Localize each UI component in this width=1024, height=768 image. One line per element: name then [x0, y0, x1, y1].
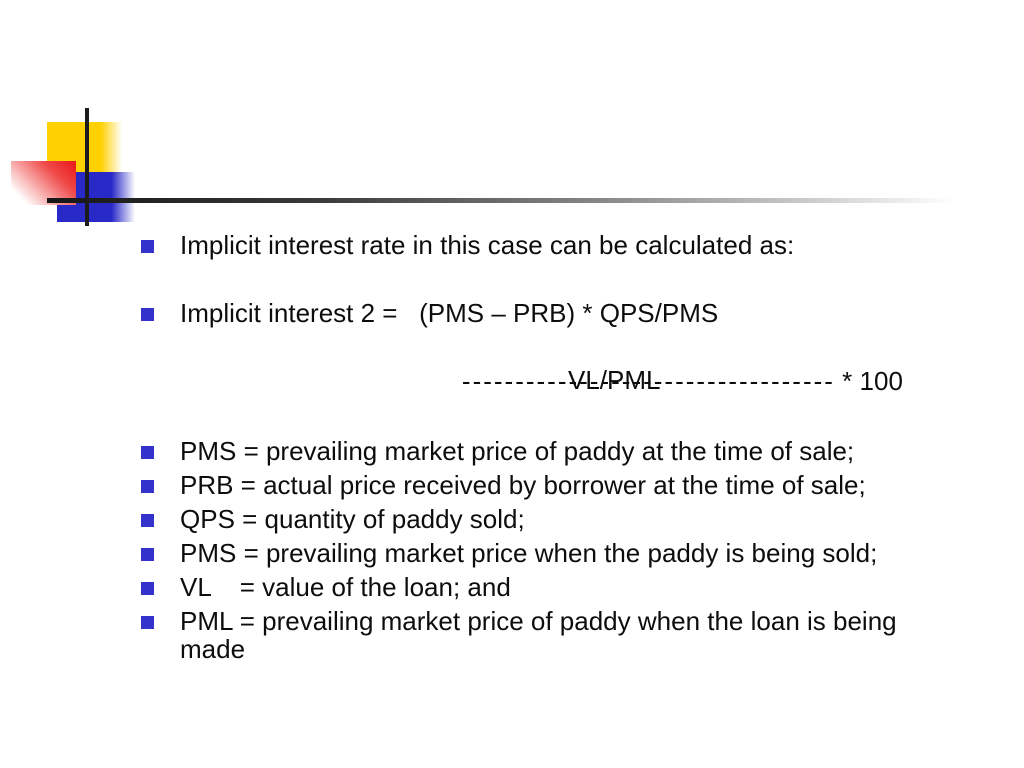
definition-row: PRB = actual price received by borrower …	[141, 468, 1001, 502]
red-square-decoration	[11, 161, 76, 205]
bullet-square-icon	[141, 446, 154, 459]
bullet-square-icon	[141, 308, 154, 321]
formula-times-100: * 100	[834, 366, 903, 396]
bullet-square-icon	[141, 548, 154, 561]
definition-row: PMS = prevailing market price when the p…	[141, 536, 1001, 570]
bullet-square-icon	[141, 616, 154, 629]
bullet-square-icon	[141, 480, 154, 493]
definition-row: QPS = quantity of paddy sold;	[141, 502, 1001, 536]
definition-row-continuation: made	[141, 632, 1001, 666]
formula-fraction-bar: -----------------------------------	[461, 366, 835, 396]
vertical-line-decoration	[85, 108, 89, 226]
bullet-square-icon	[141, 582, 154, 595]
formula-line2: ----------------------------------- * 10…	[433, 330, 903, 432]
formula-denominator: VL/PML	[568, 365, 661, 395]
definition-text: PML = prevailing market price of paddy w…	[180, 606, 897, 636]
formula-bullet-row: Implicit interest 2 = (PMS – PRB) * QPS/…	[141, 296, 1001, 330]
intro-bullet-row: Implicit interest rate in this case can …	[141, 228, 1001, 262]
definition-text: PMS = prevailing market price of paddy a…	[180, 436, 855, 466]
definition-row: PML = prevailing market price of paddy w…	[141, 604, 1001, 638]
bullet-square-icon	[141, 240, 154, 253]
definition-text: PRB = actual price received by borrower …	[180, 470, 866, 500]
definition-text: VL = value of the loan; and	[180, 572, 511, 602]
intro-text: Implicit interest rate in this case can …	[180, 230, 795, 260]
definition-text: QPS = quantity of paddy sold;	[180, 504, 525, 534]
horizontal-rule-decoration	[47, 198, 955, 203]
formula-line1-text: Implicit interest 2 = (PMS – PRB) * QPS/…	[180, 298, 719, 328]
definition-text-wrapped: made	[180, 634, 246, 664]
definition-text: PMS = prevailing market price when the p…	[180, 538, 878, 568]
definition-row: PMS = prevailing market price of paddy a…	[141, 434, 1001, 468]
bullet-square-icon	[141, 514, 154, 527]
definition-row: VL = value of the loan; and	[141, 570, 1001, 604]
